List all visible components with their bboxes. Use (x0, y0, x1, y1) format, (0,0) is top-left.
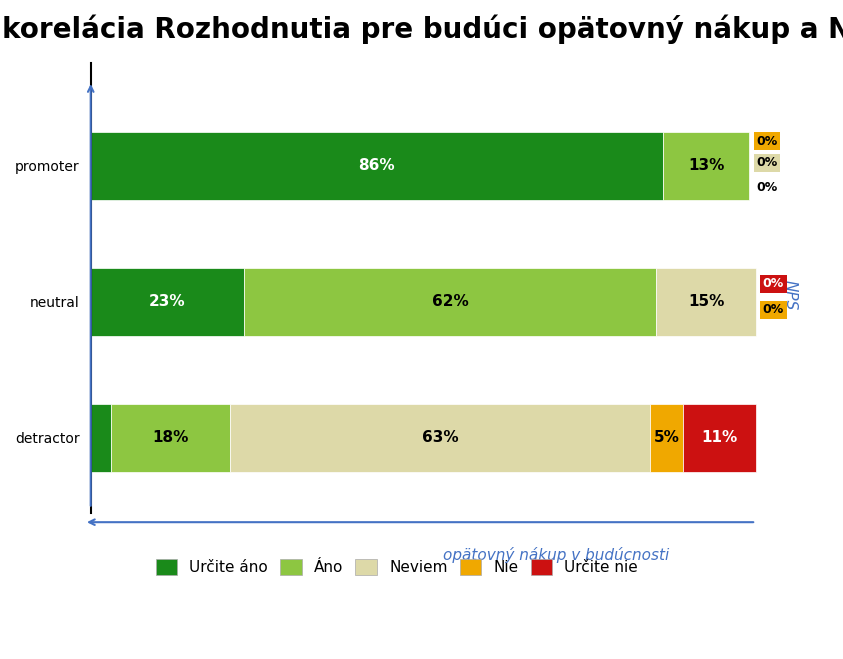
Title: korelácia Rozhodnutia pre budúci opätovný nákup a NPS: korelácia Rozhodnutia pre budúci opätovn… (2, 15, 843, 45)
Bar (657, 268, 756, 335)
Text: 62%: 62% (432, 294, 469, 309)
Text: opätovný nákup v budúcnosti: opätovný nákup v budúcnosti (443, 547, 669, 563)
Legend: Určite áno, Áno, Neviem, Nie, Určite nie: Určite áno, Áno, Neviem, Nie, Určite nie (149, 553, 644, 581)
Bar (663, 132, 749, 200)
Text: 0%: 0% (763, 277, 784, 291)
Text: 0%: 0% (756, 156, 777, 169)
Text: 0%: 0% (763, 303, 784, 316)
Text: NPS: NPS (783, 280, 797, 310)
Bar (683, 404, 756, 472)
Bar (110, 404, 230, 472)
Bar (91, 132, 663, 200)
Text: 86%: 86% (358, 158, 395, 173)
Bar (650, 404, 683, 472)
Text: 0%: 0% (756, 181, 777, 194)
Bar (91, 268, 244, 335)
Text: 11%: 11% (701, 430, 738, 445)
Text: 5%: 5% (653, 430, 679, 445)
Text: 0%: 0% (756, 134, 777, 148)
Bar (230, 404, 650, 472)
Text: 15%: 15% (688, 294, 724, 309)
Text: 18%: 18% (153, 430, 189, 445)
Bar (244, 268, 657, 335)
Text: 13%: 13% (688, 158, 724, 173)
Text: 23%: 23% (149, 294, 185, 309)
Text: 63%: 63% (422, 430, 459, 445)
Bar (91, 404, 110, 472)
